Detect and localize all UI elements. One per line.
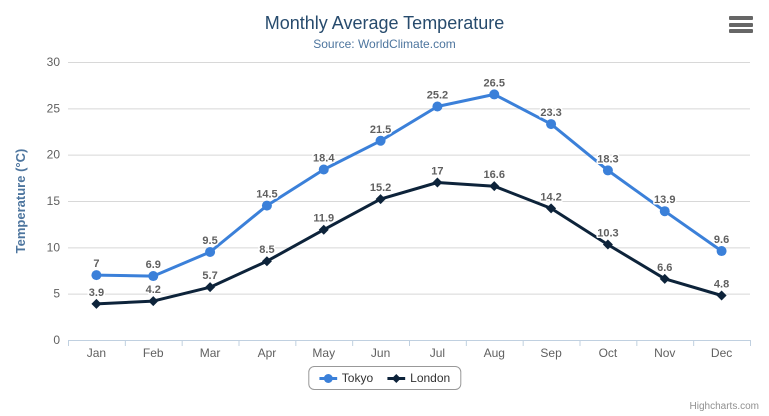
data-point-london-aug[interactable] (489, 181, 500, 192)
y-axis-tick-label: 25 (47, 101, 61, 115)
x-axis-tick-label: Jun (371, 346, 390, 360)
data-label: 14.2 (540, 191, 561, 203)
hamburger-icon (729, 29, 753, 33)
legend-label: Tokyo (341, 371, 374, 385)
x-axis-tick-label: May (312, 346, 335, 360)
x-axis-tick-label: Jul (430, 346, 445, 360)
data-point-london-jul[interactable] (432, 177, 443, 188)
legend-item-london[interactable]: London (387, 371, 450, 385)
data-point-tokyo-jul[interactable] (432, 101, 443, 112)
credits-link[interactable]: Highcharts.com (689, 401, 759, 412)
data-point-tokyo-dec[interactable] (716, 246, 727, 257)
data-label: 7 (93, 258, 99, 270)
data-label: 21.5 (370, 124, 391, 136)
x-axis-tick-label: Jan (87, 346, 106, 360)
legend: Tokyo London (307, 366, 462, 390)
data-label: 6.9 (146, 259, 161, 271)
data-point-tokyo-apr[interactable] (261, 200, 272, 211)
data-label: 13.9 (654, 194, 675, 206)
x-axis-tick-label: Dec (711, 346, 732, 360)
data-point-london-apr[interactable] (261, 256, 272, 267)
data-point-london-sep[interactable] (546, 203, 557, 214)
legend-label: London (410, 371, 451, 385)
hamburger-icon (729, 16, 753, 20)
y-axis-tick-label: 20 (47, 148, 61, 162)
data-label: 8.5 (259, 244, 274, 256)
data-label: 18.3 (597, 153, 618, 165)
chart-subtitle: Source: WorldClimate.com (313, 37, 456, 51)
data-point-london-mar[interactable] (205, 282, 216, 293)
data-label: 14.5 (256, 189, 277, 201)
x-axis-tick-label: Apr (258, 346, 277, 360)
data-point-tokyo-oct[interactable] (602, 165, 613, 176)
data-point-london-nov[interactable] (659, 273, 670, 284)
x-axis-tick-label: Mar (200, 346, 221, 360)
data-label: 15.2 (370, 182, 391, 194)
data-label: 4.2 (146, 284, 161, 296)
data-label: 16.6 (484, 169, 505, 181)
data-point-tokyo-sep[interactable] (546, 119, 557, 130)
data-point-london-jan[interactable] (91, 298, 102, 309)
circle-marker-icon (318, 373, 337, 383)
data-label: 18.4 (313, 152, 335, 164)
data-label: 11.9 (313, 213, 334, 225)
data-point-tokyo-mar[interactable] (205, 246, 216, 257)
data-label: 23.3 (540, 107, 561, 119)
data-label: 4.8 (714, 279, 729, 291)
diamond-marker-icon (387, 373, 406, 383)
data-label: 10.3 (597, 228, 618, 240)
data-label: 3.9 (89, 287, 104, 299)
data-label: 6.6 (657, 262, 672, 274)
chart-context-menu-button[interactable] (729, 16, 753, 33)
x-axis-tick-label: Nov (654, 346, 675, 360)
data-point-tokyo-nov[interactable] (659, 206, 670, 217)
data-label: 9.5 (202, 235, 217, 247)
y-axis-tick-label: 10 (47, 240, 61, 254)
data-point-tokyo-jun[interactable] (375, 135, 386, 146)
data-point-london-may[interactable] (318, 224, 329, 235)
data-point-tokyo-aug[interactable] (489, 89, 500, 100)
data-point-tokyo-feb[interactable] (148, 271, 159, 282)
y-axis-title: Temperature (°C) (13, 149, 28, 254)
series-line-tokyo (94, 92, 724, 278)
data-label: 17 (431, 165, 443, 177)
x-axis-tick-label: Feb (143, 346, 164, 360)
hamburger-icon (729, 22, 753, 27)
data-point-tokyo-may[interactable] (318, 164, 329, 175)
y-axis-tick-label: 30 (47, 55, 61, 69)
y-axis-tick-label: 15 (47, 194, 61, 208)
x-axis-tick-label: Oct (599, 346, 618, 360)
data-label: 25.2 (427, 89, 448, 101)
data-label: 5.7 (202, 270, 217, 282)
data-point-london-feb[interactable] (148, 296, 159, 307)
data-point-tokyo-jan[interactable] (91, 270, 102, 281)
data-point-london-dec[interactable] (716, 290, 727, 301)
legend-item-tokyo[interactable]: Tokyo (318, 371, 374, 385)
data-label: 9.6 (714, 234, 729, 246)
x-axis-tick-label: Sep (540, 346, 562, 360)
series-line-london (94, 181, 724, 306)
x-axis-tick-label: Aug (484, 346, 505, 360)
chart-title: Monthly Average Temperature (264, 13, 505, 33)
plot-area: 0 5 10 15 20 25 30 Jan Feb Mar Apr May Jun Jul Aug Sep O… (13, 55, 751, 360)
data-label: 26.5 (484, 77, 505, 89)
data-point-london-oct[interactable] (602, 239, 613, 250)
data-point-london-jun[interactable] (375, 194, 386, 205)
y-axis-tick-label: 5 (53, 287, 60, 301)
y-axis-tick-label: 0 (53, 333, 60, 347)
